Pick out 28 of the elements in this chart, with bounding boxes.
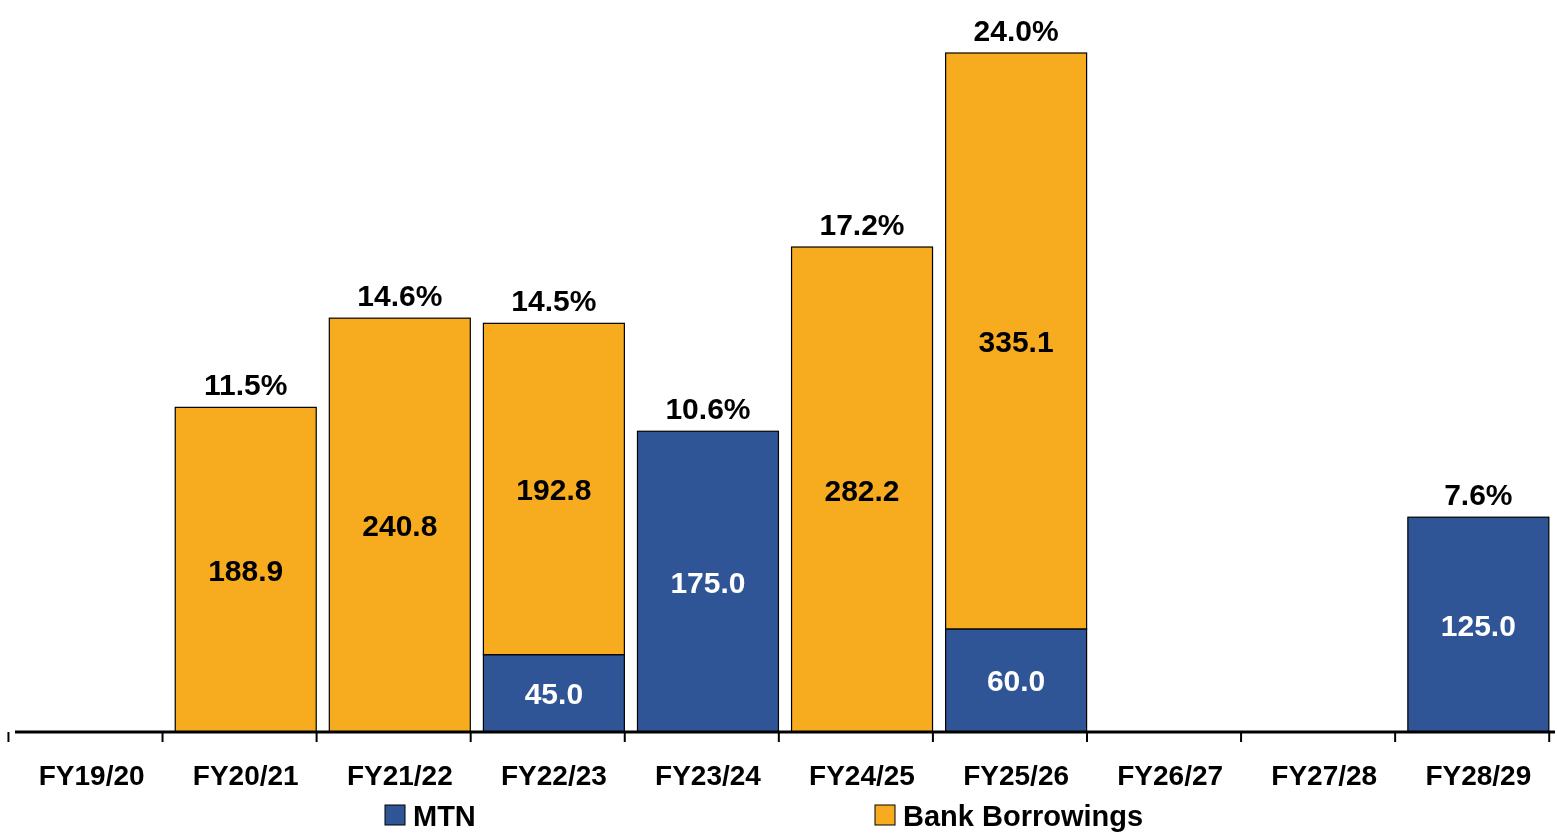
x-tick-label: FY21/22 — [346, 760, 453, 791]
data-label: 60.0 — [986, 664, 1046, 698]
x-tick-label: FY26/27 — [1117, 760, 1224, 791]
data-label: 335.1 — [978, 324, 1054, 358]
x-tick-label: FY20/21 — [192, 760, 299, 791]
data-label: 282.2 — [824, 473, 900, 507]
data-label: 240.8 — [362, 509, 438, 543]
annotation: 10.6% — [665, 392, 751, 426]
x-tick-label: FY22/23 — [500, 760, 607, 791]
annotation: 14.5% — [511, 284, 597, 318]
x-tick-label: FY28/29 — [1425, 760, 1532, 791]
x-tick-label: FY23/24 — [655, 760, 762, 791]
legend-label: MTN — [413, 800, 476, 832]
data-label: 175.0 — [670, 565, 746, 599]
annotation: 7.6% — [1444, 478, 1513, 512]
annotation: 11.5% — [204, 368, 288, 402]
data-label: 188.9 — [208, 553, 284, 587]
annotation: 17.2% — [819, 208, 905, 242]
x-tick-label: FY25/26 — [963, 760, 1070, 791]
x-tick-label: FY24/25 — [809, 760, 915, 791]
annotation: 24.0% — [973, 14, 1059, 47]
data-label: 192.8 — [516, 473, 592, 506]
data-label: 45.0 — [524, 677, 584, 711]
data-label: 125.0 — [1440, 608, 1516, 642]
x-tick-label: FY27/28 — [1271, 760, 1378, 791]
x-tick-label: FY19/20 — [38, 760, 145, 791]
legend-label: Bank Borrowings — [903, 800, 1144, 832]
annotation: 14.6% — [357, 279, 443, 313]
